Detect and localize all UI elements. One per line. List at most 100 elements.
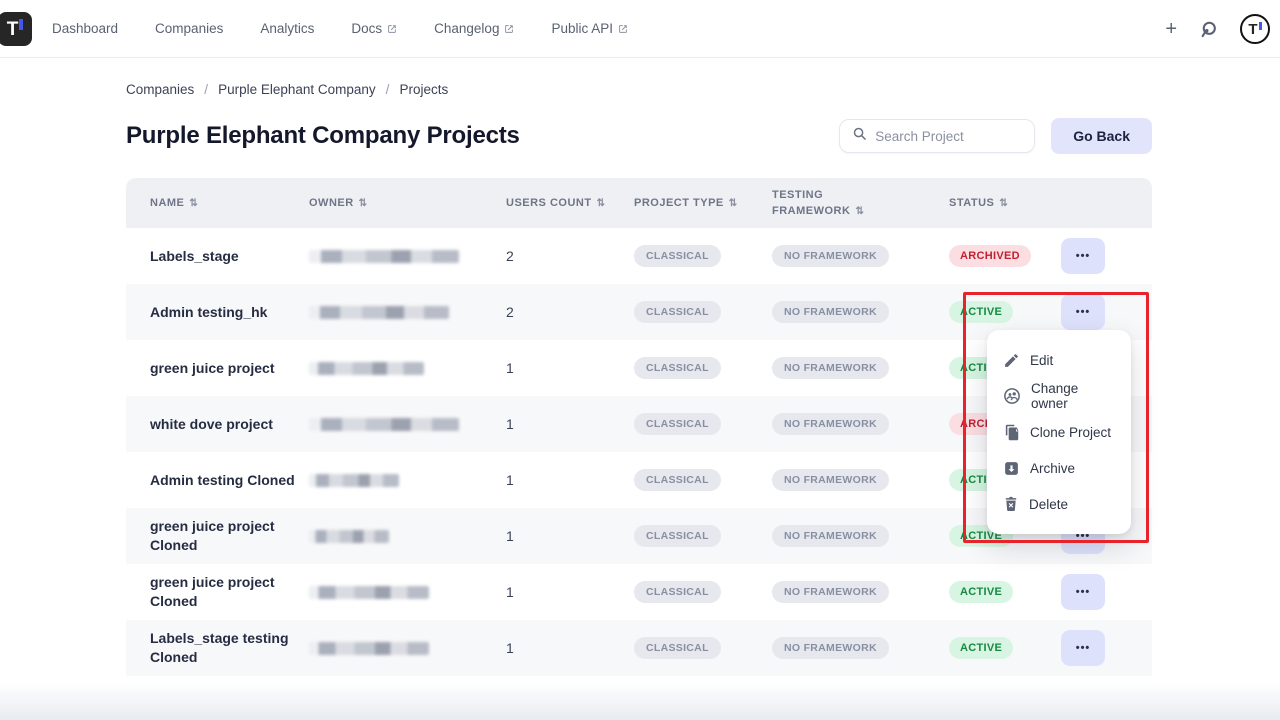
- framework-badge: NO FRAMEWORK: [772, 413, 889, 435]
- project-owner-redacted: [309, 417, 506, 431]
- project-name: Admin testing Cloned: [150, 471, 295, 488]
- table-row: Labels_stage 2 CLASSICAL NO FRAMEWORK AR…: [126, 228, 1152, 284]
- project-type-badge: CLASSICAL: [634, 245, 721, 267]
- column-header-name[interactable]: Name ⇅: [150, 196, 199, 209]
- menu-item-clone-project[interactable]: Clone Project: [987, 414, 1131, 450]
- users-count: 1: [506, 472, 514, 488]
- column-header-status[interactable]: Status ⇅: [949, 196, 1009, 209]
- framework-badge: NO FRAMEWORK: [772, 581, 889, 603]
- projects-table: Name ⇅ Owner ⇅ Users Count ⇅ Project Type ⇅ …: [126, 178, 1152, 676]
- row-actions-button[interactable]: •••: [1061, 574, 1105, 610]
- sort-icon: ⇅: [596, 197, 606, 209]
- project-type-badge: CLASSICAL: [634, 469, 721, 491]
- menu-item-edit[interactable]: Edit: [987, 342, 1131, 378]
- sort-icon: ⇅: [999, 197, 1009, 209]
- archive-icon: [1003, 460, 1020, 477]
- brand-letter: T: [6, 18, 19, 40]
- project-type-badge: CLASSICAL: [634, 413, 721, 435]
- framework-badge: NO FRAMEWORK: [772, 637, 889, 659]
- pencil-icon: [1003, 352, 1020, 369]
- users-count: 2: [506, 248, 514, 264]
- add-button[interactable]: +: [1165, 18, 1177, 40]
- framework-badge: NO FRAMEWORK: [772, 245, 889, 267]
- breadcrumb-company[interactable]: Purple Elephant Company: [218, 82, 376, 97]
- status-badge: ACTIVE: [949, 637, 1014, 659]
- nav-item-dashboard[interactable]: Dashboard: [52, 21, 119, 36]
- status-badge: ARCHIVED: [949, 245, 1031, 267]
- page-title: Purple Elephant Company Projects: [126, 122, 520, 149]
- delete-icon: [1003, 496, 1019, 512]
- brand-tick: [19, 19, 24, 30]
- project-name: Admin testing_hk: [150, 303, 268, 320]
- project-owner-redacted: [309, 529, 506, 543]
- project-owner-redacted: [309, 361, 506, 375]
- project-type-badge: CLASSICAL: [634, 637, 721, 659]
- users-count: 1: [506, 416, 514, 432]
- nav-item-changelog[interactable]: Changelog: [434, 21, 514, 36]
- status-badge: ACTIVE: [949, 301, 1014, 323]
- column-header-testing-framework[interactable]: Testing Framework ⇅: [772, 188, 865, 218]
- nav-menu: Dashboard Companies Analytics Docs Chang…: [52, 21, 628, 36]
- menu-item-change-owner[interactable]: Change owner: [987, 378, 1131, 414]
- table-row: Admin testing_hk 2 CLASSICAL NO FRAMEWOR…: [126, 284, 1152, 340]
- row-actions-button[interactable]: •••: [1061, 630, 1105, 666]
- project-type-badge: CLASSICAL: [634, 525, 721, 547]
- project-owner-redacted: [309, 585, 506, 599]
- table-row: white dove project 1 CLASSICAL NO FRAMEW…: [126, 396, 1152, 452]
- project-name: white dove project: [150, 415, 273, 432]
- users-count: 1: [506, 640, 514, 656]
- title-row: Purple Elephant Company Projects Go Back: [126, 118, 1152, 154]
- project-owner-redacted: [309, 305, 506, 319]
- breadcrumb-companies[interactable]: Companies: [126, 82, 195, 97]
- avatar-tick: [1258, 21, 1262, 30]
- table-row: green juice project Cloned 1 CLASSICAL N…: [126, 564, 1152, 620]
- framework-badge: NO FRAMEWORK: [772, 469, 889, 491]
- breadcrumb: Companies / Purple Elephant Company / Pr…: [126, 82, 449, 97]
- title-actions: Go Back: [839, 118, 1152, 154]
- project-name: green juice project Cloned: [150, 518, 275, 553]
- project-name: green juice project: [150, 359, 275, 376]
- row-context-menu: Edit Change owner Clone Project Archive …: [987, 330, 1131, 534]
- brand-logo[interactable]: T: [0, 12, 32, 46]
- status-badge: ACTIVE: [949, 581, 1014, 603]
- nav-item-public-api[interactable]: Public API: [551, 21, 628, 36]
- nav-item-analytics[interactable]: Analytics: [260, 21, 315, 36]
- project-type-badge: CLASSICAL: [634, 301, 721, 323]
- clone-icon: [1003, 424, 1020, 441]
- row-actions-button[interactable]: •••: [1061, 238, 1105, 274]
- project-name: green juice project Cloned: [150, 574, 275, 609]
- search-icon: [852, 126, 867, 146]
- search-box[interactable]: [839, 119, 1036, 153]
- go-back-button[interactable]: Go Back: [1051, 118, 1152, 154]
- project-owner-redacted: [309, 641, 506, 655]
- search-input[interactable]: [875, 128, 1023, 144]
- column-header-owner[interactable]: Owner ⇅: [309, 196, 368, 209]
- project-name: Labels_stage testing Cloned: [150, 630, 289, 665]
- menu-item-archive[interactable]: Archive: [987, 450, 1131, 486]
- table-header: Name ⇅ Owner ⇅ Users Count ⇅ Project Type ⇅ …: [126, 178, 1152, 228]
- sort-icon: ⇅: [189, 197, 199, 209]
- support-icon[interactable]: [1199, 20, 1218, 39]
- change-owner-icon: [1003, 387, 1021, 405]
- users-count: 1: [506, 528, 514, 544]
- top-navigation: T Dashboard Companies Analytics Docs Cha…: [0, 0, 1280, 58]
- project-type-badge: CLASSICAL: [634, 581, 721, 603]
- column-header-users-count[interactable]: Users Count ⇅: [506, 196, 606, 209]
- nav-right-actions: + T: [1165, 0, 1270, 58]
- framework-badge: NO FRAMEWORK: [772, 357, 889, 379]
- sort-icon: ⇅: [358, 197, 368, 209]
- row-actions-button[interactable]: •••: [1061, 294, 1105, 330]
- nav-item-docs[interactable]: Docs: [351, 21, 397, 36]
- menu-item-delete[interactable]: Delete: [987, 486, 1131, 522]
- external-link-icon: [387, 24, 397, 34]
- project-name: Labels_stage: [150, 247, 239, 264]
- account-avatar[interactable]: T: [1240, 14, 1270, 44]
- project-owner-redacted: [309, 473, 506, 487]
- external-link-icon: [504, 24, 514, 34]
- framework-badge: NO FRAMEWORK: [772, 525, 889, 547]
- breadcrumb-projects[interactable]: Projects: [399, 82, 449, 97]
- table-row: Labels_stage testing Cloned 1 CLASSICAL …: [126, 620, 1152, 676]
- column-header-project-type[interactable]: Project Type ⇅: [634, 196, 738, 209]
- sort-icon: ⇅: [728, 197, 738, 209]
- nav-item-companies[interactable]: Companies: [155, 21, 224, 36]
